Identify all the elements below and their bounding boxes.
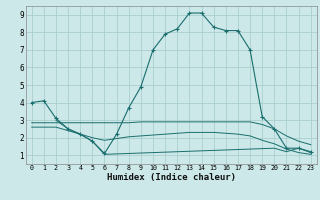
X-axis label: Humidex (Indice chaleur): Humidex (Indice chaleur) [107, 173, 236, 182]
